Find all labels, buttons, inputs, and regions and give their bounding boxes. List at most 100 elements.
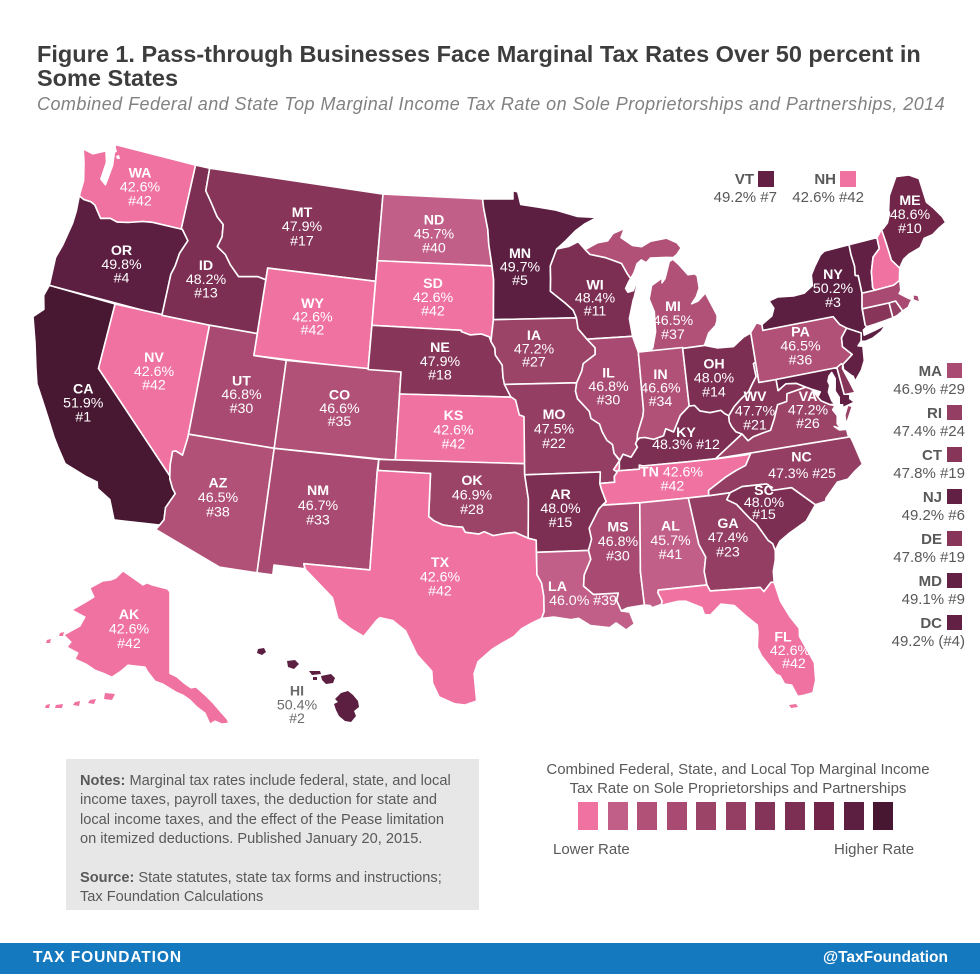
svg-text:OR: OR bbox=[111, 243, 132, 259]
svg-text:UT: UT bbox=[232, 374, 251, 390]
svg-text:#42: #42 bbox=[782, 656, 806, 672]
svg-text:KS: KS bbox=[444, 408, 464, 424]
svg-text:NV: NV bbox=[144, 350, 164, 366]
svg-text:MS: MS bbox=[607, 520, 628, 536]
svg-text:46.6%: 46.6% bbox=[319, 401, 360, 417]
svg-text:47.3% #25: 47.3% #25 bbox=[768, 466, 836, 482]
svg-text:#5: #5 bbox=[512, 273, 528, 289]
svg-text:47.7%: 47.7% bbox=[735, 404, 776, 420]
svg-text:46.0% #39: 46.0% #39 bbox=[549, 593, 617, 609]
svg-text:NC: NC bbox=[791, 450, 812, 466]
svg-text:#1: #1 bbox=[75, 410, 91, 426]
svg-text:#37: #37 bbox=[661, 327, 685, 343]
svg-text:#26: #26 bbox=[796, 416, 820, 432]
svg-text:46.5%: 46.5% bbox=[198, 490, 239, 506]
svg-text:#15: #15 bbox=[752, 507, 776, 523]
svg-text:AL: AL bbox=[661, 519, 680, 535]
svg-text:VA: VA bbox=[799, 389, 818, 405]
svg-text:#42: #42 bbox=[142, 378, 166, 394]
svg-text:#30: #30 bbox=[597, 393, 621, 409]
svg-text:MT: MT bbox=[292, 205, 313, 221]
svg-text:#15: #15 bbox=[549, 515, 573, 531]
svg-text:SC: SC bbox=[754, 483, 774, 499]
svg-text:48.0%: 48.0% bbox=[744, 495, 785, 511]
svg-text:NE: NE bbox=[430, 340, 450, 356]
svg-text:MI: MI bbox=[665, 299, 681, 315]
svg-text:IL: IL bbox=[602, 366, 615, 382]
svg-text:46.5%: 46.5% bbox=[653, 313, 694, 329]
svg-text:ID: ID bbox=[199, 258, 213, 274]
svg-text:48.3% #12: 48.3% #12 bbox=[652, 437, 720, 453]
svg-text:NM: NM bbox=[307, 483, 329, 499]
svg-text:DC: DC bbox=[920, 615, 942, 632]
svg-text:CT: CT bbox=[922, 447, 942, 464]
svg-text:#35: #35 bbox=[328, 414, 352, 430]
svg-text:42.6%: 42.6% bbox=[292, 310, 333, 326]
svg-text:47.5%: 47.5% bbox=[534, 422, 575, 438]
svg-text:WI: WI bbox=[586, 278, 603, 294]
svg-text:#28: #28 bbox=[460, 502, 484, 518]
svg-text:42.6%: 42.6% bbox=[433, 423, 474, 439]
svg-text:MN: MN bbox=[509, 246, 531, 262]
svg-text:#14: #14 bbox=[702, 385, 726, 401]
svg-text:47.9%: 47.9% bbox=[282, 219, 323, 235]
svg-text:TX: TX bbox=[431, 555, 450, 571]
svg-text:WA: WA bbox=[129, 166, 152, 182]
svg-text:LA: LA bbox=[548, 579, 567, 595]
svg-text:ND: ND bbox=[424, 213, 445, 229]
svg-text:#17: #17 bbox=[290, 234, 314, 250]
svg-text:48.2%: 48.2% bbox=[186, 272, 227, 288]
svg-text:#2: #2 bbox=[289, 711, 305, 727]
svg-text:48.0%: 48.0% bbox=[540, 501, 581, 517]
svg-text:48.6%: 48.6% bbox=[890, 207, 931, 223]
svg-text:IN: IN bbox=[653, 367, 667, 383]
svg-text:#11: #11 bbox=[584, 304, 607, 320]
svg-text:#42: #42 bbox=[421, 304, 445, 320]
svg-text:CO: CO bbox=[329, 388, 350, 404]
svg-text:NJ: NJ bbox=[923, 489, 942, 506]
svg-text:46.9% #29: 46.9% #29 bbox=[893, 381, 965, 398]
svg-text:TN 42.6%: TN 42.6% bbox=[640, 465, 703, 481]
svg-text:#27: #27 bbox=[522, 355, 546, 371]
svg-text:#33: #33 bbox=[306, 513, 330, 529]
svg-text:42.6%: 42.6% bbox=[134, 364, 175, 380]
svg-text:#10: #10 bbox=[898, 221, 922, 237]
svg-text:SD: SD bbox=[423, 276, 443, 292]
svg-text:46.9%: 46.9% bbox=[452, 488, 493, 504]
svg-text:47.2%: 47.2% bbox=[788, 403, 829, 419]
svg-text:42.6%: 42.6% bbox=[109, 622, 150, 638]
svg-text:48.4%: 48.4% bbox=[575, 291, 616, 307]
svg-text:51.9%: 51.9% bbox=[63, 396, 104, 412]
svg-text:RI: RI bbox=[927, 405, 942, 422]
svg-text:#41: #41 bbox=[659, 547, 683, 563]
svg-text:WV: WV bbox=[744, 389, 767, 405]
svg-text:49.2% #7: 49.2% #7 bbox=[714, 189, 777, 206]
svg-text:42.6%: 42.6% bbox=[413, 290, 454, 306]
svg-text:AZ: AZ bbox=[209, 476, 228, 492]
svg-text:45.7%: 45.7% bbox=[414, 227, 455, 243]
svg-text:FL: FL bbox=[774, 630, 792, 646]
svg-text:47.8% #19: 47.8% #19 bbox=[893, 549, 965, 566]
svg-text:#13: #13 bbox=[194, 286, 218, 302]
svg-text:46.6%: 46.6% bbox=[640, 381, 681, 397]
svg-text:47.9%: 47.9% bbox=[420, 354, 461, 370]
svg-text:#21: #21 bbox=[743, 418, 767, 434]
svg-text:NH: NH bbox=[814, 171, 836, 188]
svg-text:#42: #42 bbox=[301, 323, 325, 339]
svg-text:47.2%: 47.2% bbox=[514, 342, 555, 358]
svg-text:49.2% (#4): 49.2% (#4) bbox=[892, 633, 965, 650]
svg-text:#42: #42 bbox=[128, 194, 152, 210]
svg-text:#34: #34 bbox=[649, 394, 673, 410]
svg-text:49.7%: 49.7% bbox=[500, 260, 541, 276]
svg-text:#30: #30 bbox=[230, 401, 254, 417]
svg-text:#40: #40 bbox=[422, 241, 446, 257]
svg-text:50.4%: 50.4% bbox=[277, 698, 318, 714]
svg-text:#42: #42 bbox=[661, 479, 685, 495]
svg-text:#4: #4 bbox=[114, 271, 130, 287]
svg-text:DE: DE bbox=[921, 531, 942, 548]
svg-text:MO: MO bbox=[543, 407, 566, 423]
svg-text:46.8%: 46.8% bbox=[221, 387, 262, 403]
svg-text:47.4% #24: 47.4% #24 bbox=[893, 423, 965, 440]
svg-text:#3: #3 bbox=[825, 295, 841, 311]
svg-text:#23: #23 bbox=[716, 545, 740, 561]
